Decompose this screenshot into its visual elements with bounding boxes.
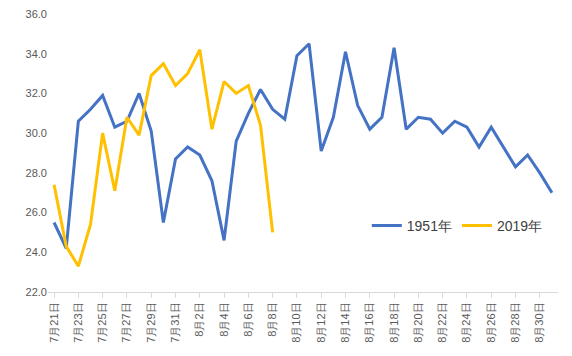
svg-text:34.0: 34.0: [26, 48, 47, 60]
svg-text:1951年: 1951年: [407, 218, 452, 234]
svg-text:2019年: 2019年: [497, 218, 542, 234]
svg-text:8月22日: 8月22日: [436, 302, 448, 342]
svg-text:7月31日: 7月31日: [169, 302, 181, 342]
svg-text:7月27日: 7月27日: [121, 302, 133, 342]
svg-text:28.0: 28.0: [26, 167, 47, 179]
svg-text:8月30日: 8月30日: [533, 302, 545, 342]
svg-text:8月6日: 8月6日: [242, 302, 254, 336]
svg-text:8月20日: 8月20日: [412, 302, 424, 342]
svg-text:8月4日: 8月4日: [218, 302, 230, 336]
svg-text:8月18日: 8月18日: [388, 302, 400, 342]
svg-text:8月24日: 8月24日: [461, 302, 473, 342]
svg-text:22.0: 22.0: [26, 286, 47, 298]
svg-text:8月16日: 8月16日: [363, 302, 375, 342]
svg-text:7月29日: 7月29日: [145, 302, 157, 342]
svg-text:7月23日: 7月23日: [72, 302, 84, 342]
svg-text:8月14日: 8月14日: [339, 302, 351, 342]
svg-text:8月12日: 8月12日: [315, 302, 327, 342]
svg-text:30.0: 30.0: [26, 127, 47, 139]
svg-text:32.0: 32.0: [26, 87, 47, 99]
svg-text:7月25日: 7月25日: [96, 302, 108, 342]
svg-text:8月28日: 8月28日: [509, 302, 521, 342]
svg-text:36.0: 36.0: [26, 8, 47, 20]
svg-text:7月21日: 7月21日: [48, 302, 60, 342]
svg-text:8月26日: 8月26日: [485, 302, 497, 342]
svg-text:8月8日: 8月8日: [266, 302, 278, 336]
svg-text:8月2日: 8月2日: [193, 302, 205, 336]
svg-text:8月10日: 8月10日: [291, 302, 303, 342]
svg-text:26.0: 26.0: [26, 206, 47, 218]
svg-text:24.0: 24.0: [26, 246, 47, 258]
